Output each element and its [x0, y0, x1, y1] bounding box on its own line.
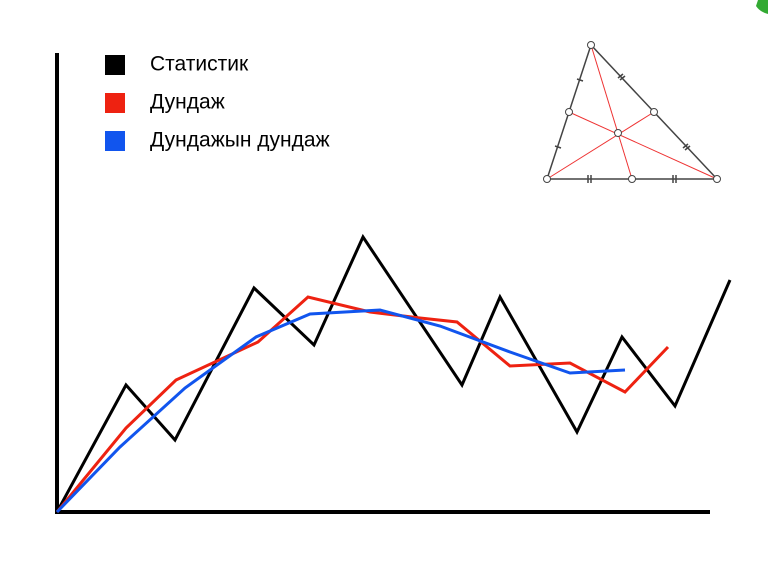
series-line	[55, 233, 732, 513]
legend-swatch	[105, 131, 125, 151]
legend-label: Дундаж	[150, 91, 225, 114]
series-line	[55, 295, 670, 513]
legend-label: Дундажын дундаж	[150, 129, 330, 152]
triangle-diagram	[543, 41, 721, 183]
legend-swatch	[105, 93, 125, 113]
legend-swatch	[105, 55, 125, 75]
corner-icon	[756, 0, 768, 14]
legend-label: Статистик	[150, 53, 249, 76]
series-line	[55, 308, 626, 514]
